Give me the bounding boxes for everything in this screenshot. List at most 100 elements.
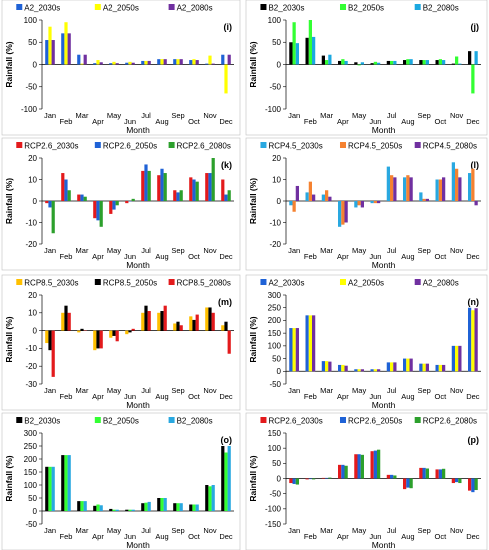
bar xyxy=(211,158,215,201)
legend-label: B2_2080s xyxy=(423,4,459,13)
legend-swatch xyxy=(414,4,421,10)
bar xyxy=(357,201,361,206)
bar xyxy=(370,369,374,372)
x-tick-label: Apr xyxy=(92,392,104,401)
bar xyxy=(51,330,55,377)
bar xyxy=(112,201,116,210)
y-axis-label: Rainfall (%) xyxy=(4,178,14,224)
bar xyxy=(442,468,446,479)
bar xyxy=(99,505,103,511)
bar xyxy=(61,33,65,65)
bar xyxy=(93,201,97,219)
bar xyxy=(354,369,358,372)
chart-panel: A2_2030s A2_2050s A2_2080s (i) -100 -50 0 50 100… xyxy=(1,0,241,136)
x-tick-label: Aug xyxy=(401,392,414,401)
legend-swatch xyxy=(94,279,101,285)
bar xyxy=(160,498,164,511)
x-tick-label: Nov xyxy=(450,246,464,255)
bar xyxy=(211,485,215,511)
bar xyxy=(67,312,71,331)
y-tick-label: -100 xyxy=(21,105,38,114)
bar xyxy=(305,192,309,201)
bar xyxy=(373,450,377,479)
bar xyxy=(157,175,161,201)
x-tick-label: Jul xyxy=(387,111,397,120)
x-tick-label: Aug xyxy=(155,252,168,261)
bar xyxy=(160,168,164,201)
x-axis-label: Month xyxy=(372,125,396,135)
bar xyxy=(370,63,374,65)
x-tick-label: Mar xyxy=(320,111,333,120)
legend-label: RCP2.6_2080s xyxy=(423,417,477,426)
bar xyxy=(354,201,358,208)
bar xyxy=(45,466,49,511)
bar xyxy=(131,198,135,201)
bar xyxy=(227,54,231,65)
bar xyxy=(338,364,342,372)
bar xyxy=(360,201,364,208)
bar xyxy=(163,305,167,331)
bar xyxy=(205,63,209,65)
y-tick-label: 250 xyxy=(268,304,282,313)
legend-swatch xyxy=(16,417,23,423)
legend-label: RCP8.5_2080s xyxy=(177,279,231,288)
x-tick-label: Aug xyxy=(401,117,414,126)
bar xyxy=(195,181,199,201)
y-axis-label: Rainfall (%) xyxy=(248,178,258,224)
bar xyxy=(325,477,329,479)
chart-panel: B2_2030s B2_2050s B2_2080s (j) -100 -50 0 50 100… xyxy=(245,0,488,136)
legend-swatch xyxy=(94,417,101,423)
bar xyxy=(386,362,390,372)
bar xyxy=(357,454,361,479)
x-tick-label: Jan xyxy=(288,386,300,395)
bar xyxy=(80,63,84,65)
bar xyxy=(295,478,299,485)
x-tick-label: Nov xyxy=(203,386,217,395)
y-tick-label: 0 xyxy=(33,507,38,516)
x-tick-label: Feb xyxy=(304,392,317,401)
bar xyxy=(409,478,413,489)
legend-label: RCP4.5_2080s xyxy=(423,142,477,151)
bar xyxy=(99,330,103,349)
bar xyxy=(295,328,299,372)
y-tick-label: 300 xyxy=(24,429,38,438)
bar xyxy=(403,358,407,372)
x-tick-label: Jul xyxy=(387,386,397,395)
legend-label: A2_2050s xyxy=(348,279,384,288)
x-tick-label: May xyxy=(107,111,121,120)
bar xyxy=(308,315,312,372)
x-tick-label: Jun xyxy=(124,252,136,261)
bar xyxy=(442,177,446,201)
legend-swatch xyxy=(339,279,346,285)
legend-label: A2_2080s xyxy=(177,4,213,13)
bar xyxy=(61,455,65,511)
bar xyxy=(390,474,394,479)
x-tick-label: Oct xyxy=(435,117,448,126)
x-tick-label: Sep xyxy=(417,111,430,120)
legend-label: RCP2.6_2030s xyxy=(268,417,322,426)
x-tick-label: Apr xyxy=(337,117,349,126)
bar xyxy=(179,503,183,511)
bar xyxy=(128,61,132,65)
x-tick-label: Jan xyxy=(288,111,300,120)
bar xyxy=(195,60,199,65)
bar xyxy=(321,361,325,372)
bar xyxy=(221,54,225,65)
bar xyxy=(99,62,103,65)
bar xyxy=(189,504,193,511)
bar xyxy=(305,315,309,372)
legend-swatch xyxy=(168,417,175,423)
y-tick-label: -50 xyxy=(25,520,37,529)
bar xyxy=(474,201,478,206)
y-tick-label: 20 xyxy=(28,291,37,300)
bar xyxy=(344,60,348,65)
x-tick-label: Feb xyxy=(304,117,317,126)
bar xyxy=(341,59,345,65)
bar xyxy=(173,59,177,65)
bar xyxy=(61,173,65,201)
bar xyxy=(325,361,329,372)
chart-panel: RCP4.5_2030s RCP4.5_2050s RCP4.5_2080s (l) -… xyxy=(245,137,488,271)
bar xyxy=(192,504,196,511)
bar xyxy=(312,194,316,201)
x-tick-label: Mar xyxy=(76,526,89,535)
